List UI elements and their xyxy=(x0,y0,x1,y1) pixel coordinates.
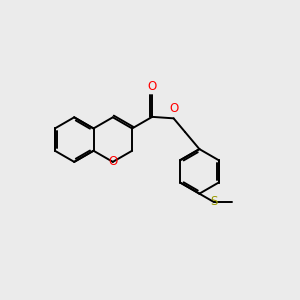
Text: S: S xyxy=(210,195,217,208)
Text: O: O xyxy=(148,80,157,93)
Text: O: O xyxy=(108,155,117,168)
Text: O: O xyxy=(169,102,178,115)
